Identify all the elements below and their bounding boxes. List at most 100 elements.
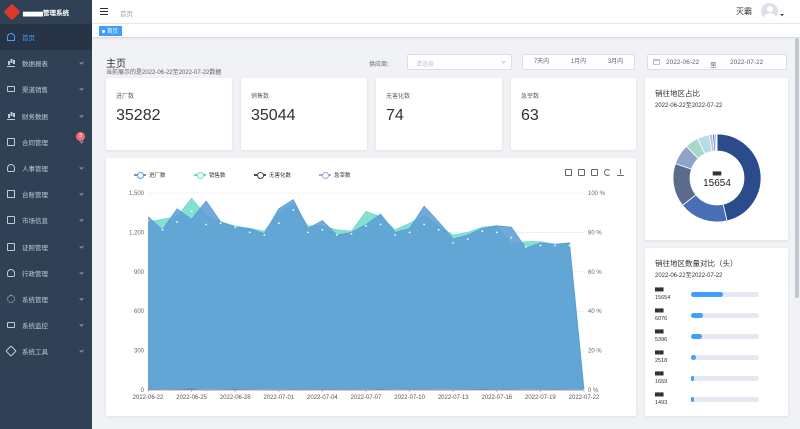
series-line <box>147 198 585 391</box>
sidebar-item[interactable]: 财务数据 <box>0 103 92 129</box>
donut-slice[interactable] <box>715 133 718 152</box>
chart-point[interactable] <box>437 228 440 231</box>
date-range-picker[interactable]: 2022-06-22 至 2022-07-22 <box>647 54 787 70</box>
sidebar-item[interactable]: 台账管理 <box>0 181 92 207</box>
sidebar-item[interactable]: 系统管理 <box>0 286 92 312</box>
chart-point[interactable] <box>568 244 571 247</box>
sidebar-item[interactable]: 首页 <box>0 24 92 51</box>
line-chart-icon[interactable] <box>578 169 585 176</box>
chart-point[interactable] <box>161 228 164 231</box>
chart-point[interactable] <box>452 242 455 244</box>
legend-marker-icon <box>194 172 206 178</box>
bar-fill <box>691 313 704 318</box>
chart-point[interactable] <box>176 220 178 223</box>
donut-slice[interactable] <box>716 133 762 222</box>
chart-point[interactable] <box>394 234 396 236</box>
region-bar-row: ▅▅ 1659 <box>655 370 767 392</box>
chart-point[interactable] <box>423 223 426 226</box>
avatar[interactable] <box>761 3 778 20</box>
chart-point[interactable] <box>481 230 484 232</box>
top-header: 首页 灭霸 <box>92 0 800 24</box>
supplier-label: 供应商: <box>369 62 389 68</box>
username[interactable]: 灭霸 <box>736 7 752 16</box>
legend-label: 急宰数 <box>334 173 351 179</box>
region-bar-row: ▅▅ 15654 <box>655 286 767 308</box>
sidebar-item[interactable]: 行政管理 <box>0 260 92 286</box>
date-start[interactable]: 2022-06-22 <box>666 59 700 66</box>
bar-chart-icon[interactable] <box>591 169 598 176</box>
chart-point[interactable] <box>263 234 266 236</box>
caret-down-icon[interactable] <box>780 14 784 16</box>
sidebar-item[interactable]: 数据报表 <box>0 50 92 76</box>
sidebar-item[interactable]: 证照管理 <box>0 234 92 260</box>
chart-point[interactable] <box>365 224 367 227</box>
legend-label: 销售数 <box>209 173 226 179</box>
app-logo[interactable]: ▅▅▅▅管理系统 <box>0 0 92 24</box>
bar-track <box>691 397 759 402</box>
range-3months-button[interactable]: 3月内 <box>607 59 624 65</box>
range-1month-button[interactable]: 1月内 <box>570 59 587 65</box>
breadcrumb[interactable]: 首页 <box>120 11 133 18</box>
date-end[interactable]: 2022-07-22 <box>730 59 764 66</box>
chart-point[interactable] <box>495 231 498 234</box>
stat-card-sales: 销售数 35044 <box>241 78 367 150</box>
scrollbar-thumb[interactable] <box>795 38 799 298</box>
legend-item-harmless[interactable]: 无害化数 <box>254 171 291 179</box>
chart-point[interactable] <box>539 244 542 247</box>
region-name: ▅▅ <box>655 391 664 397</box>
legend-item-intake[interactable]: 进厂数 <box>134 171 166 179</box>
stat-label: 销售数 <box>251 94 270 100</box>
page-subtitle: 当前展示的是2022-06-22至2022-07-22数据 <box>106 70 222 76</box>
chart-point[interactable] <box>466 238 469 240</box>
trend-chart-card: 进厂数 销售数 无害化数 急宰数 0 0 % 300 20 % 600 40 % 900 60… <box>106 158 636 416</box>
sidebar-item[interactable]: 渠道销售 <box>0 76 92 102</box>
bar-track <box>691 376 759 381</box>
chart-point[interactable] <box>350 232 353 235</box>
sidebar-item[interactable]: 合同管理 3 <box>0 129 92 155</box>
chart-point[interactable] <box>379 223 382 226</box>
sidebar-item[interactable]: 系统监控 <box>0 312 92 338</box>
legend-item-emergency[interactable]: 急宰数 <box>319 171 351 179</box>
chart-point[interactable] <box>524 245 527 248</box>
chart-point[interactable] <box>205 223 208 226</box>
chart-point[interactable] <box>554 244 556 247</box>
chart-point[interactable] <box>248 231 251 234</box>
x-tick-label: 2022-07-22 <box>569 395 600 401</box>
region-donut-chart: ▅▅ 15654 <box>672 133 762 223</box>
y2-tick-label: 20 % <box>588 349 602 355</box>
chart-point[interactable] <box>321 228 324 231</box>
legend-item-sales[interactable]: 销售数 <box>194 171 226 179</box>
stat-value: 35282 <box>116 107 161 124</box>
region-share-card: 销往地区占比 2022-06-22至2022-07-22 ▅▅ 15654 <box>645 78 788 240</box>
hamburger-menu-icon[interactable] <box>100 8 108 15</box>
region-value: 6076 <box>655 316 668 322</box>
chart-point[interactable] <box>277 222 280 225</box>
range-7days-button[interactable]: 7天内 <box>533 59 550 65</box>
chart-point[interactable] <box>510 236 513 239</box>
region-bar-row: ▅▅ 6076 <box>655 307 767 329</box>
refresh-icon[interactable] <box>604 169 611 176</box>
sidebar-item-label: 渠道销售 <box>22 87 48 95</box>
chart-point[interactable] <box>147 219 149 222</box>
region-compare-card: 销往地区数量对比（头） 2022-06-22至2022-07-22 ▅▅ 1565… <box>645 248 788 416</box>
chart-point[interactable] <box>219 222 222 225</box>
sidebar-item[interactable]: 人事管理 <box>0 155 92 181</box>
chart-point[interactable] <box>336 234 338 236</box>
legend-label: 无害化数 <box>269 173 292 179</box>
chart-point[interactable] <box>408 231 411 234</box>
chevron-down-icon <box>79 60 84 65</box>
chart-point[interactable] <box>292 209 295 211</box>
y-tick-label: 600 <box>134 309 145 315</box>
chart-point[interactable] <box>306 231 309 234</box>
supplier-placeholder: 请选择 <box>416 62 435 68</box>
data-view-icon[interactable] <box>565 169 572 176</box>
sidebar-item[interactable]: 系统工具 <box>0 338 92 364</box>
download-icon[interactable] <box>617 169 624 176</box>
page-scrollbar[interactable] <box>794 38 800 429</box>
chart-point[interactable] <box>234 226 237 229</box>
tag-home[interactable]: 首页 <box>99 26 123 36</box>
chart-point[interactable] <box>190 210 193 213</box>
supplier-select[interactable]: 请选择 <box>407 54 512 70</box>
sidebar-item[interactable]: 市场信息 <box>0 207 92 233</box>
gear-icon <box>7 294 15 303</box>
